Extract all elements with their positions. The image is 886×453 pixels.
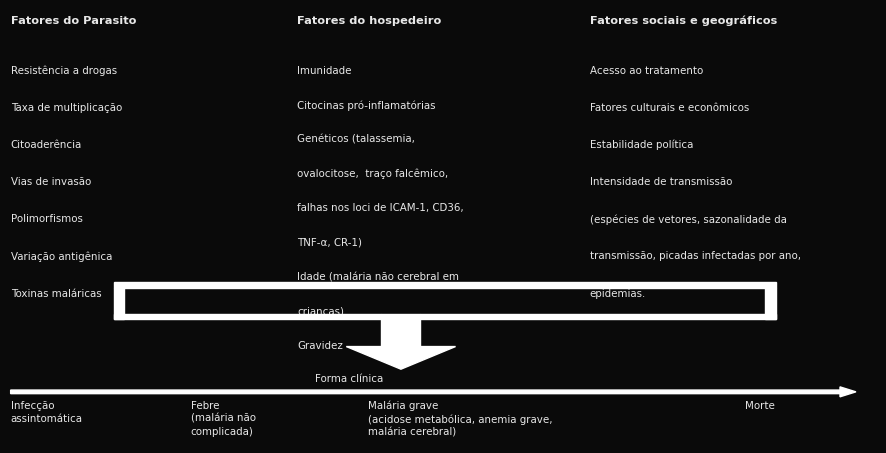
FancyArrow shape xyxy=(11,387,855,397)
Text: Taxa de multiplicação: Taxa de multiplicação xyxy=(11,103,121,113)
Text: Infecção
assintomática: Infecção assintomática xyxy=(11,401,82,424)
Text: transmissão, picadas infectadas por ano,: transmissão, picadas infectadas por ano, xyxy=(589,251,800,261)
Text: Resistência a drogas: Resistência a drogas xyxy=(11,66,117,76)
Text: Citoaderência: Citoaderência xyxy=(11,140,82,150)
Text: Citocinas pró-inflamatórias: Citocinas pró-inflamatórias xyxy=(297,100,435,111)
Text: falhas nos loci de ICAM-1, CD36,: falhas nos loci de ICAM-1, CD36, xyxy=(297,203,463,213)
Text: Vias de invasão: Vias de invasão xyxy=(11,177,90,187)
Text: Morte: Morte xyxy=(744,401,774,411)
Text: (espécies de vetores, sazonalidade da: (espécies de vetores, sazonalidade da xyxy=(589,214,786,225)
Text: ovalocitose,  traço falcêmico,: ovalocitose, traço falcêmico, xyxy=(297,169,447,179)
Bar xyxy=(113,282,775,288)
Text: Estabilidade política: Estabilidade política xyxy=(589,140,693,150)
Text: Forma clínica: Forma clínica xyxy=(315,374,383,384)
Text: Fatores sociais e geográficos: Fatores sociais e geográficos xyxy=(589,16,776,26)
Text: Toxinas maláricas: Toxinas maláricas xyxy=(11,289,101,299)
Text: Variação antigênica: Variação antigênica xyxy=(11,251,112,262)
Text: Intensidade de transmissão: Intensidade de transmissão xyxy=(589,177,732,187)
Text: crianças): crianças) xyxy=(297,307,344,317)
Bar xyxy=(765,288,775,319)
Text: Gravidez: Gravidez xyxy=(297,341,343,351)
Text: Febre
(malária não
complicada): Febre (malária não complicada) xyxy=(190,401,255,437)
Bar xyxy=(420,314,775,319)
Text: Fatores do Parasito: Fatores do Parasito xyxy=(11,16,136,26)
Text: Fatores do hospedeiro: Fatores do hospedeiro xyxy=(297,16,441,26)
Bar xyxy=(113,288,124,319)
Text: Malária grave
(acidose metabólica, anemia grave,
malária cerebral): Malária grave (acidose metabólica, anemi… xyxy=(368,401,552,438)
Text: TNF-α, CR-1): TNF-α, CR-1) xyxy=(297,238,361,248)
Text: Genéticos (talassemia,: Genéticos (talassemia, xyxy=(297,135,415,145)
Text: Acesso ao tratamento: Acesso ao tratamento xyxy=(589,66,703,76)
Text: Imunidade: Imunidade xyxy=(297,66,351,76)
Bar xyxy=(113,314,381,319)
Polygon shape xyxy=(346,347,455,369)
Text: Polimorfismos: Polimorfismos xyxy=(11,214,82,224)
Text: epidemias.: epidemias. xyxy=(589,289,645,299)
Bar xyxy=(381,314,420,347)
Text: Idade (malária não cerebral em: Idade (malária não cerebral em xyxy=(297,272,459,282)
Text: Fatores culturais e econômicos: Fatores culturais e econômicos xyxy=(589,103,749,113)
